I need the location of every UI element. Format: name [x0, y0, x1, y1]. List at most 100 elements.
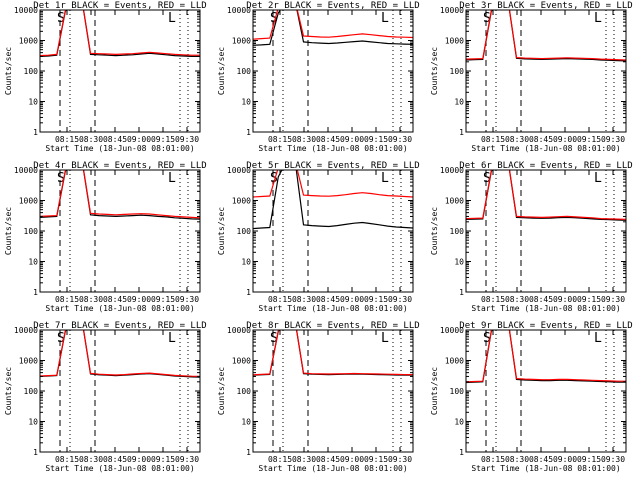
panel-title: Det_3r BLACK = Events, RED = LLD — [459, 1, 632, 11]
y-tick-label: 100 — [24, 67, 39, 76]
y-tick-label: 1000 — [232, 197, 251, 206]
x-tick-label: 09:30 — [175, 135, 199, 144]
x-tick-label: 09:15 — [151, 135, 175, 144]
x-tick-label: 09:15 — [151, 295, 175, 304]
series-line-events — [466, 10, 626, 62]
y-tick-label: 10 — [454, 98, 464, 107]
series-line-lld — [253, 170, 413, 198]
marker-label-l: L — [381, 11, 389, 26]
x-axis-label: Start Time (18-Jun-08 08:01:00) — [471, 464, 620, 473]
x-tick-label: 08:30 — [292, 455, 316, 464]
panel-title: Det_7r BLACK = Events, RED = LLD — [33, 321, 206, 331]
panel-title: Det_2r BLACK = Events, RED = LLD — [246, 1, 419, 11]
y-axis-label: Counts/sec — [217, 47, 226, 95]
marker-label-s: S — [270, 11, 278, 26]
x-tick-label: 08:15 — [55, 135, 79, 144]
x-axis-label: Start Time (18-Jun-08 08:01:00) — [471, 304, 620, 313]
x-tick-label: 08:30 — [505, 455, 529, 464]
y-tick-label: 10 — [454, 258, 464, 267]
x-tick-label: 08:45 — [529, 455, 553, 464]
x-tick-label: 08:45 — [103, 295, 127, 304]
marker-label-l: L — [594, 331, 602, 346]
x-tick-label: 09:15 — [364, 135, 388, 144]
marker-label-l: L — [594, 171, 602, 186]
x-tick-label: 08:30 — [79, 295, 103, 304]
x-tick-label: 09:30 — [601, 295, 625, 304]
y-tick-label: 100 — [237, 387, 252, 396]
marker-label-l: L — [168, 331, 176, 346]
plot-frame — [465, 169, 627, 293]
x-tick-label: 09:00 — [127, 135, 151, 144]
y-tick-label: 1 — [459, 448, 464, 457]
x-tick-label: 09:15 — [364, 295, 388, 304]
x-axis-label: Start Time (18-Jun-08 08:01:00) — [45, 304, 194, 313]
y-axis-label: Counts/sec — [4, 47, 13, 95]
y-tick-label: 10000 — [14, 326, 38, 335]
y-tick-label: 10 — [28, 418, 38, 427]
marker-label-l: L — [168, 11, 176, 26]
y-tick-label: 1000 — [232, 37, 251, 46]
y-tick-label: 1 — [33, 448, 38, 457]
plot-frame — [465, 9, 627, 133]
plot-frame — [39, 169, 201, 293]
x-tick-label: 08:45 — [529, 295, 553, 304]
x-tick-label: 08:15 — [55, 455, 79, 464]
x-axis-label: Start Time (18-Jun-08 08:01:00) — [258, 144, 407, 153]
y-tick-label: 1000 — [19, 197, 38, 206]
plot-frame — [39, 329, 201, 453]
y-axis-label: Counts/sec — [4, 207, 13, 255]
panel-title: Det_5r BLACK = Events, RED = LLD — [246, 161, 419, 171]
y-tick-label: 100 — [24, 227, 39, 236]
x-tick-label: 08:45 — [316, 295, 340, 304]
plot-frame — [39, 9, 201, 133]
x-tick-label: 09:30 — [601, 135, 625, 144]
marker-label-l: L — [381, 331, 389, 346]
series-line-lld — [40, 330, 200, 377]
x-tick-label: 08:30 — [505, 135, 529, 144]
series-line-lld — [40, 170, 200, 219]
plot-frame — [252, 329, 414, 453]
y-tick-label: 1 — [33, 288, 38, 297]
series-line-lld — [253, 10, 413, 40]
y-tick-label: 10000 — [227, 166, 251, 175]
y-tick-label: 100 — [237, 227, 252, 236]
y-tick-label: 10000 — [440, 326, 464, 335]
y-tick-label: 1 — [246, 128, 251, 137]
x-tick-label: 09:00 — [340, 135, 364, 144]
y-axis-label: Counts/sec — [217, 207, 226, 255]
x-tick-label: 09:15 — [364, 455, 388, 464]
y-tick-label: 1000 — [19, 37, 38, 46]
series-line-lld — [40, 10, 200, 57]
y-tick-label: 10000 — [227, 326, 251, 335]
x-tick-label: 08:30 — [292, 135, 316, 144]
marker-label-s: S — [483, 171, 491, 186]
marker-label-s: S — [57, 11, 65, 26]
x-tick-label: 08:15 — [481, 455, 505, 464]
y-tick-label: 10000 — [14, 166, 38, 175]
y-tick-label: 1 — [246, 288, 251, 297]
y-tick-label: 1 — [246, 448, 251, 457]
x-tick-label: 08:15 — [55, 295, 79, 304]
marker-label-s: S — [57, 331, 65, 346]
plot-frame — [465, 329, 627, 453]
marker-label-l: L — [168, 171, 176, 186]
x-tick-label: 09:30 — [601, 455, 625, 464]
y-tick-label: 10 — [28, 98, 38, 107]
x-tick-label: 08:45 — [103, 135, 127, 144]
panel-title: Det_8r BLACK = Events, RED = LLD — [246, 321, 419, 331]
series-line-lld — [466, 10, 626, 61]
y-tick-label: 10000 — [14, 6, 38, 15]
x-axis-label: Start Time (18-Jun-08 08:01:00) — [258, 304, 407, 313]
y-tick-label: 100 — [450, 387, 465, 396]
series-line-events — [40, 10, 200, 58]
x-tick-label: 09:00 — [553, 295, 577, 304]
marker-label-s: S — [483, 331, 491, 346]
x-tick-label: 09:30 — [388, 135, 412, 144]
marker-label-l: L — [381, 171, 389, 186]
x-tick-label: 09:00 — [127, 295, 151, 304]
y-axis-label: Counts/sec — [430, 367, 439, 415]
